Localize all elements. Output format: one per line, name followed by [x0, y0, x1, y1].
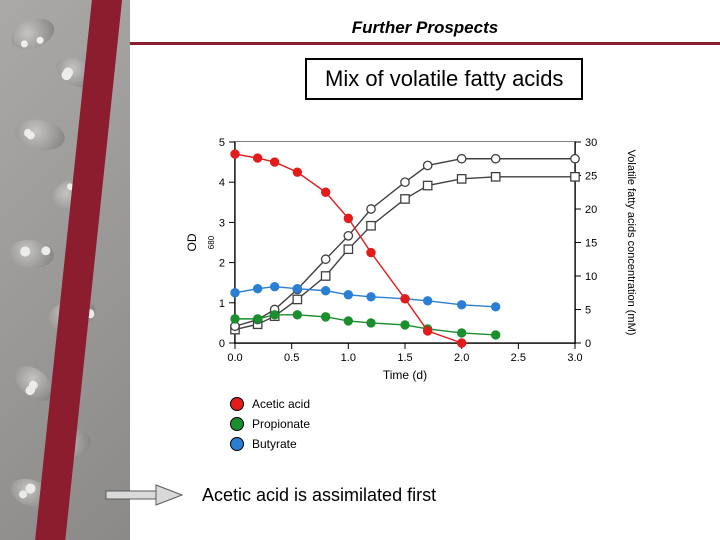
legend-marker-icon [230, 437, 244, 451]
chart: 0.00.51.01.52.02.53.0012345051015202530T… [180, 130, 640, 385]
svg-text:2: 2 [219, 258, 225, 270]
svg-text:1.0: 1.0 [341, 352, 356, 364]
svg-text:0.0: 0.0 [227, 352, 242, 364]
legend-row: Acetic acid [230, 395, 310, 413]
svg-text:1: 1 [219, 298, 225, 310]
svg-text:30: 30 [585, 137, 597, 149]
chart-svg: 0.00.51.01.52.02.53.0012345051015202530T… [180, 130, 640, 385]
subtitle-text: Mix of volatile fatty acids [325, 66, 563, 91]
svg-text:10: 10 [585, 271, 597, 283]
arrow-icon [104, 482, 184, 508]
svg-text:4: 4 [219, 177, 225, 189]
page-title: Further Prospects [352, 18, 498, 38]
svg-text:3: 3 [219, 217, 225, 229]
svg-text:Volatile fatty acids concentra: Volatile fatty acids concentration (mM) [625, 150, 637, 336]
svg-text:0: 0 [219, 338, 225, 350]
svg-text:15: 15 [585, 238, 597, 250]
svg-text:1.5: 1.5 [397, 352, 412, 364]
subtitle-box: Mix of volatile fatty acids [305, 58, 583, 100]
svg-text:2.0: 2.0 [454, 352, 469, 364]
svg-text:5: 5 [219, 137, 225, 149]
legend-label: Propionate [252, 415, 310, 433]
slide: Further Prospects Mix of volatile fatty … [0, 0, 720, 540]
title-bar: Further Prospects [130, 0, 720, 45]
legend-marker-icon [230, 397, 244, 411]
svg-text:2.5: 2.5 [511, 352, 526, 364]
legend-label: Butyrate [252, 435, 297, 453]
conclusion-block: Acetic acid is assimilated first [104, 482, 436, 508]
legend-row: Butyrate [230, 435, 310, 453]
legend-row: Propionate [230, 415, 310, 433]
conclusion-text: Acetic acid is assimilated first [202, 485, 436, 506]
svg-text:680: 680 [207, 235, 216, 249]
svg-text:25: 25 [585, 171, 597, 183]
svg-text:0.5: 0.5 [284, 352, 299, 364]
svg-text:Time (d): Time (d) [383, 368, 427, 382]
svg-text:3.0: 3.0 [567, 352, 582, 364]
svg-text:OD: OD [185, 233, 199, 251]
svg-text:5: 5 [585, 305, 591, 317]
svg-text:0: 0 [585, 338, 591, 350]
legend-marker-icon [230, 417, 244, 431]
legend: Acetic acid Propionate Butyrate [230, 395, 310, 455]
svg-text:20: 20 [585, 204, 597, 216]
legend-label: Acetic acid [252, 395, 310, 413]
